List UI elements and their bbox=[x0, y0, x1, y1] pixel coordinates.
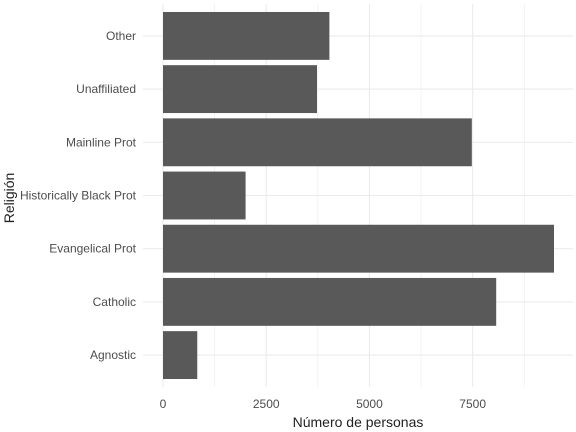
y-tick-label: Mainline Prot bbox=[66, 135, 137, 149]
y-tick-labels: Agnostic Catholic Evangelical Prot Historic… bbox=[20, 29, 137, 362]
y-tick-label: Agnostic bbox=[90, 348, 136, 362]
y-tick-label: Unaffiliated bbox=[76, 82, 136, 96]
y-tick-label: Other bbox=[106, 29, 136, 43]
bars bbox=[163, 11, 554, 380]
x-tick-labels: 0 2500 5000 7500 bbox=[160, 397, 487, 411]
bar bbox=[163, 171, 246, 220]
bar bbox=[163, 65, 318, 114]
bar bbox=[163, 277, 497, 326]
x-tick-label: 7500 bbox=[459, 397, 486, 411]
bar bbox=[163, 224, 554, 273]
y-tick-label: Historically Black Prot bbox=[20, 189, 137, 203]
bar bbox=[163, 118, 472, 167]
x-tick-label: 5000 bbox=[356, 397, 383, 411]
bar bbox=[163, 331, 198, 380]
x-axis-title: Número de personas bbox=[293, 414, 424, 430]
x-tick-label: 0 bbox=[160, 397, 167, 411]
y-tick-label: Evangelical Prot bbox=[49, 242, 136, 256]
y-axis-title: Religión bbox=[1, 173, 17, 224]
x-tick-label: 2500 bbox=[253, 397, 280, 411]
y-tick-label: Catholic bbox=[93, 295, 136, 309]
bar bbox=[163, 11, 330, 60]
